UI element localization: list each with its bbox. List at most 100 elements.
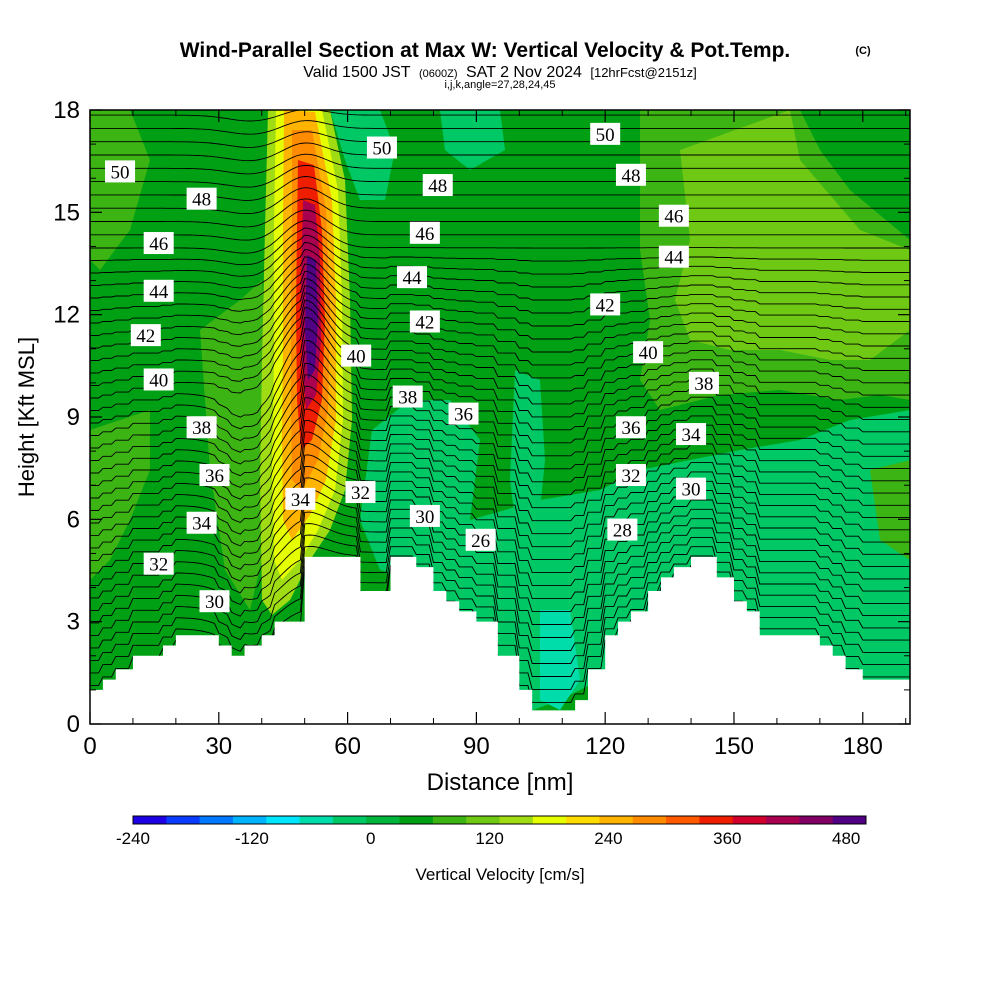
contour-label: 48 xyxy=(615,163,646,187)
colorbar-tick-label: 360 xyxy=(713,829,741,848)
isentrope-line xyxy=(90,153,910,175)
colorbar-swatch xyxy=(332,816,367,824)
contour-label-text: 46 xyxy=(149,234,168,255)
contour-label-box xyxy=(590,293,621,316)
isentrope-line xyxy=(90,110,910,122)
x-tick-label: 120 xyxy=(585,733,625,760)
contour-label-text: 42 xyxy=(596,295,615,316)
contour-label-text: 48 xyxy=(621,166,640,187)
contour-label-text: 50 xyxy=(372,139,391,160)
contour-label-text: 30 xyxy=(205,592,224,613)
isentrope-line xyxy=(90,131,910,148)
contour-label: 40 xyxy=(143,368,174,391)
contour-label-box xyxy=(143,552,174,575)
isentrope-line xyxy=(90,362,910,470)
contour-label-box xyxy=(285,487,316,510)
colorbar-frame xyxy=(132,815,867,825)
contour-label: 26 xyxy=(465,528,496,552)
isentrope-line xyxy=(90,328,910,431)
isentrope-line xyxy=(90,120,910,135)
contour-label-box xyxy=(409,221,440,244)
colorbar-label: Vertical Velocity [cm/s] xyxy=(415,865,584,884)
contour-label-text: 30 xyxy=(415,507,434,528)
colorbar-tick-label: -240 xyxy=(116,829,150,848)
field-light-green-left xyxy=(90,110,150,270)
colorbar-swatch xyxy=(532,816,567,824)
contour-label: 46 xyxy=(409,221,440,245)
isentrope-line xyxy=(90,227,910,266)
contour-label-box xyxy=(465,528,496,551)
x-tick-label: 60 xyxy=(334,733,361,760)
isentrope-line xyxy=(90,339,910,444)
forecast-info: [12hrFcst@2151z] xyxy=(590,65,696,80)
isentrope-line xyxy=(90,241,910,289)
isentrope-line xyxy=(90,285,910,366)
isentrope-line xyxy=(90,454,910,574)
contour-label-box xyxy=(633,341,664,364)
x-tick-label: 180 xyxy=(843,733,883,760)
contour-label-box xyxy=(199,463,230,486)
contour-label-text: 40 xyxy=(347,347,366,368)
contour-label-box xyxy=(615,163,646,186)
isentrope-line xyxy=(90,256,910,314)
contour-label-text: 48 xyxy=(428,176,447,197)
colorbar-swatch xyxy=(799,816,834,824)
contour-label-text: 32 xyxy=(621,466,640,487)
contour-label-box xyxy=(448,402,479,425)
valid-utc: (0600Z) xyxy=(419,68,458,80)
colorbar-swatch xyxy=(399,816,434,824)
contour-label: 44 xyxy=(396,266,427,289)
colorbar-swatch xyxy=(199,816,234,824)
contour-label-text: 34 xyxy=(682,425,702,446)
isentrope-line xyxy=(90,164,910,188)
colorbar-ticks: -240 -120 0 120 240 360 480 xyxy=(116,829,860,848)
contour-label-box xyxy=(658,245,689,268)
contour-label-box xyxy=(345,481,376,504)
contour-label-text: 36 xyxy=(205,466,224,487)
contour-label-box xyxy=(688,371,719,394)
contour-label-text: 32 xyxy=(149,555,168,576)
contour-label: 36 xyxy=(448,402,479,426)
colorbar-swatch xyxy=(232,816,267,824)
colorbar-swatch xyxy=(666,816,700,824)
contour-label-box xyxy=(409,310,440,333)
isentrope-line xyxy=(90,142,910,162)
isentrope-line xyxy=(90,299,910,392)
y-tick-label: 3 xyxy=(67,609,80,636)
contour-label-text: 40 xyxy=(149,370,168,391)
isentrope-line xyxy=(90,523,910,651)
isentrope-line xyxy=(90,316,910,418)
contour-label-box xyxy=(392,385,423,408)
chart-title: Wind-Parallel Section at Max W: Vertical… xyxy=(180,39,791,62)
valid-time-line: Valid 1500 JST (0600Z) SAT 2 Nov 2024 [1… xyxy=(303,64,697,81)
contour-label-text: 38 xyxy=(694,374,713,395)
isentrope-line xyxy=(90,443,910,561)
terrain xyxy=(90,556,910,724)
contour-label-text: 44 xyxy=(402,268,422,289)
contour-label: 34 xyxy=(676,423,707,446)
contour-label-text: 40 xyxy=(639,343,658,364)
isentrope-line xyxy=(90,198,910,228)
isentrope-line xyxy=(90,263,910,327)
field-teal-lower xyxy=(540,610,580,710)
contour-label-box xyxy=(130,324,161,347)
contour-label-text: 30 xyxy=(682,480,701,501)
y-axis-label: Height [Kft MSL] xyxy=(14,337,39,497)
contour-label: 30 xyxy=(409,504,440,528)
isentrope-line xyxy=(90,477,910,600)
colorbar-tick-label: 480 xyxy=(832,829,860,848)
contour-label: 42 xyxy=(130,324,161,347)
contour-label-text: 44 xyxy=(149,282,169,303)
colorbar-swatch xyxy=(499,816,534,824)
contour-label: 34 xyxy=(186,511,217,535)
contour-label-box xyxy=(422,174,453,197)
colorbar-swatch xyxy=(566,816,600,824)
isentrope-line xyxy=(90,234,910,277)
isentrope-line xyxy=(90,351,910,457)
plot-area: 50 48 46 44 42 40 38 36 34 32 30 34 32 30 26 40 38 36 42 44… xyxy=(90,110,910,724)
contour-label-text: 32 xyxy=(351,483,370,504)
contour-label-text: 50 xyxy=(111,162,130,183)
y-tick-label: 12 xyxy=(53,302,80,329)
